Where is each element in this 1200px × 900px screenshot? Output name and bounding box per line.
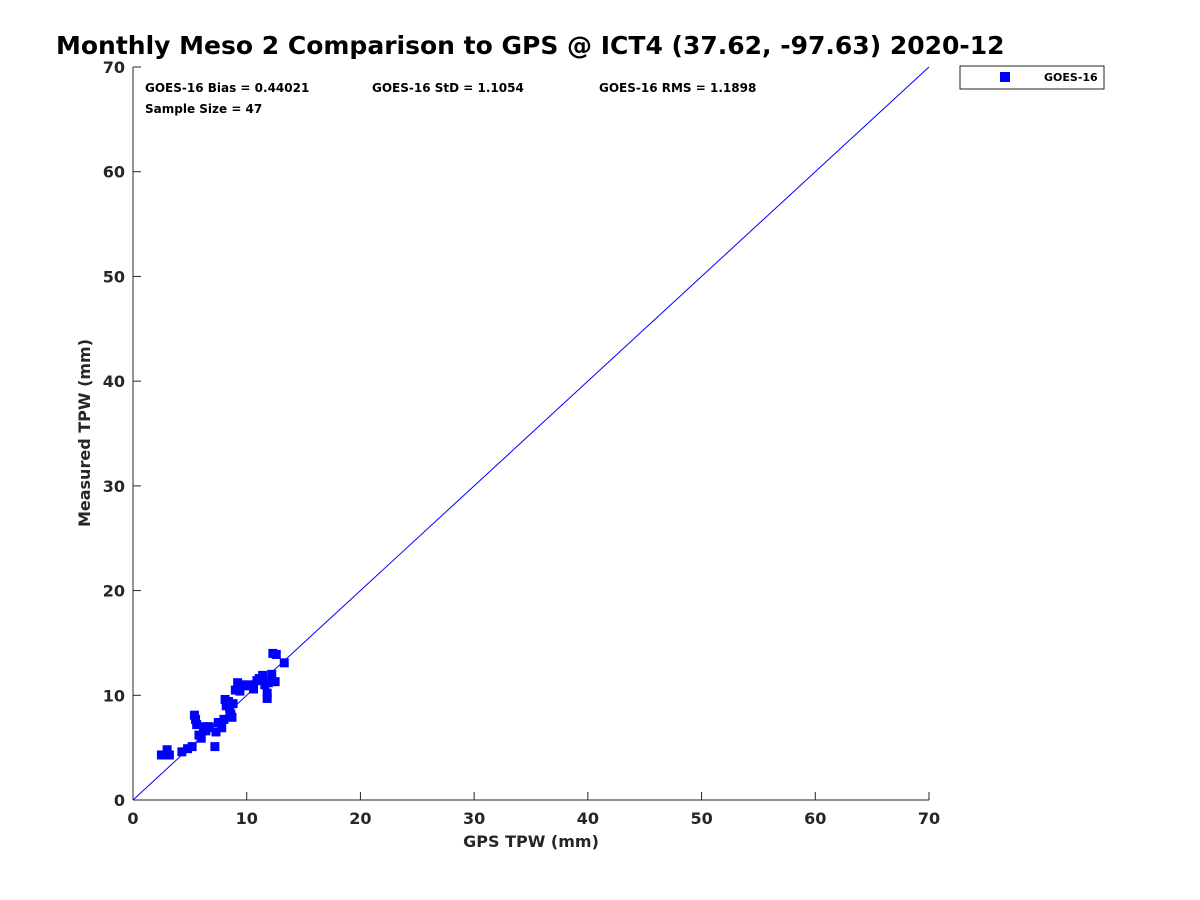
data-point [187,742,197,752]
data-point [249,684,259,694]
y-tick-label: 0 [114,791,125,810]
x-tick-label: 30 [463,809,485,828]
data-point [213,718,223,728]
data-points [156,648,289,760]
data-point [279,658,289,668]
legend-label-goes16: GOES-16 [1044,71,1098,84]
x-axis-label: GPS TPW (mm) [463,832,599,851]
data-point [258,670,268,680]
x-tick-label: 50 [690,809,712,828]
std-annotation: GOES-16 StD = 1.1054 [372,81,524,95]
data-point [270,677,280,687]
bias-annotation: GOES-16 Bias = 0.44021 [145,81,309,95]
x-tick-label: 60 [804,809,826,828]
data-point [217,723,227,733]
data-point [192,720,202,730]
data-point [237,680,247,690]
y-tick-label: 50 [103,267,125,286]
data-point [263,678,273,688]
legend-marker-goes16 [1000,72,1010,82]
plot-area: 0 10 20 30 40 50 60 70 0 10 20 30 40 50 60 70 [103,58,940,828]
data-point [177,747,187,757]
data-point [210,742,220,752]
y-axis-label: Measured TPW (mm) [75,339,94,527]
data-point [183,744,193,754]
data-point [228,699,238,709]
x-tick-label: 70 [918,809,940,828]
legend: GOES-16 [959,65,1105,90]
legend-box [959,65,1105,90]
chart-title: Monthly Meso 2 Comparison to GPS @ ICT4 … [56,31,1005,60]
x-tick-label: 20 [349,809,371,828]
data-point [262,693,272,703]
data-point [162,745,172,755]
x-tick-label: 0 [127,809,138,828]
y-tick-label: 60 [103,163,125,182]
data-point [233,678,243,688]
data-point [191,714,201,724]
x-ticks: 0 10 20 30 40 50 60 70 [127,792,940,828]
data-point [160,750,170,760]
y-tick-label: 10 [103,686,125,705]
data-point [267,669,277,679]
y-ticks: 0 10 20 30 40 50 60 70 [103,58,141,810]
data-point [211,727,221,737]
data-point [230,685,240,695]
y-tick-label: 40 [103,372,125,391]
y-tick-label: 30 [103,477,125,496]
data-point [164,750,174,760]
data-point [196,733,206,743]
data-point [235,686,245,696]
data-point [225,704,235,714]
data-point [204,722,214,732]
data-point [271,649,281,659]
data-point [227,712,237,722]
data-point [224,697,234,707]
data-point [262,688,272,698]
y-tick-label: 70 [103,58,125,77]
y-tick-label: 20 [103,582,125,601]
rms-annotation: GOES-16 RMS = 1.1898 [599,81,756,95]
x-tick-label: 10 [236,809,258,828]
sample-size-annotation: Sample Size = 47 [145,102,262,116]
data-point [219,714,229,724]
x-tick-label: 40 [577,809,599,828]
